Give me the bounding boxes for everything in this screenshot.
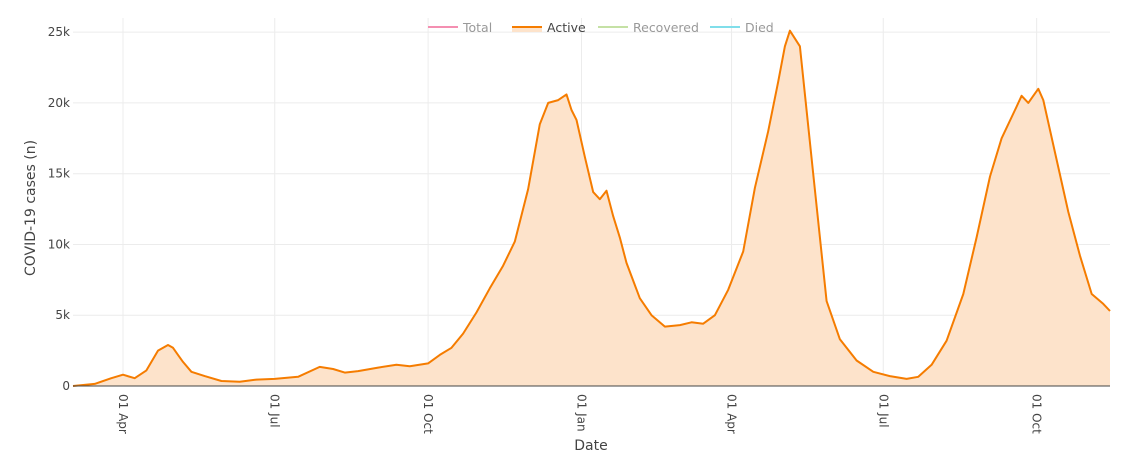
active-line xyxy=(72,29,1111,387)
legend-swatch-fill xyxy=(512,26,542,32)
legend-item-died[interactable]: Died xyxy=(710,20,774,35)
x-axis-title: Date xyxy=(574,438,607,454)
gridlines xyxy=(73,18,1110,386)
legend-label: Died xyxy=(745,20,774,35)
legend-label: Recovered xyxy=(633,20,699,35)
legend-label: Active xyxy=(547,20,586,35)
y-tick-label: 20k xyxy=(48,96,70,110)
x-tick-label: 01 Apr xyxy=(725,394,739,434)
legend-item-total[interactable]: Total xyxy=(428,20,492,35)
y-tick-label: 0 xyxy=(62,379,70,393)
y-tick-label: 15k xyxy=(48,167,70,181)
x-tick-label: 01 Jul xyxy=(876,394,890,428)
active-area-fill xyxy=(73,30,1110,386)
x-tick-label: 01 Apr xyxy=(116,394,130,434)
y-tick-label: 5k xyxy=(55,308,70,322)
x-axis-ticks: 01 Apr 01 Jul 01 Oct 01 Jan 01 Apr 01 Jul 01 O… xyxy=(116,394,1044,434)
legend-item-active[interactable]: Active xyxy=(512,20,586,35)
y-tick-label: 25k xyxy=(48,25,70,39)
y-axis-title: COVID-19 cases (n) xyxy=(23,140,39,276)
x-tick-label: 01 Jul xyxy=(268,394,282,428)
y-axis-ticks: 0 5k 10k 15k 20k 25k xyxy=(48,25,70,393)
legend-label: Total xyxy=(462,20,492,35)
x-tick-label: 01 Oct xyxy=(1030,394,1044,434)
legend: Total Active Recovered Died xyxy=(428,20,774,35)
legend-item-recovered[interactable]: Recovered xyxy=(598,20,699,35)
x-tick-label: 01 Oct xyxy=(421,394,435,434)
x-tick-label: 01 Jan xyxy=(574,394,588,432)
y-tick-label: 10k xyxy=(48,237,70,251)
